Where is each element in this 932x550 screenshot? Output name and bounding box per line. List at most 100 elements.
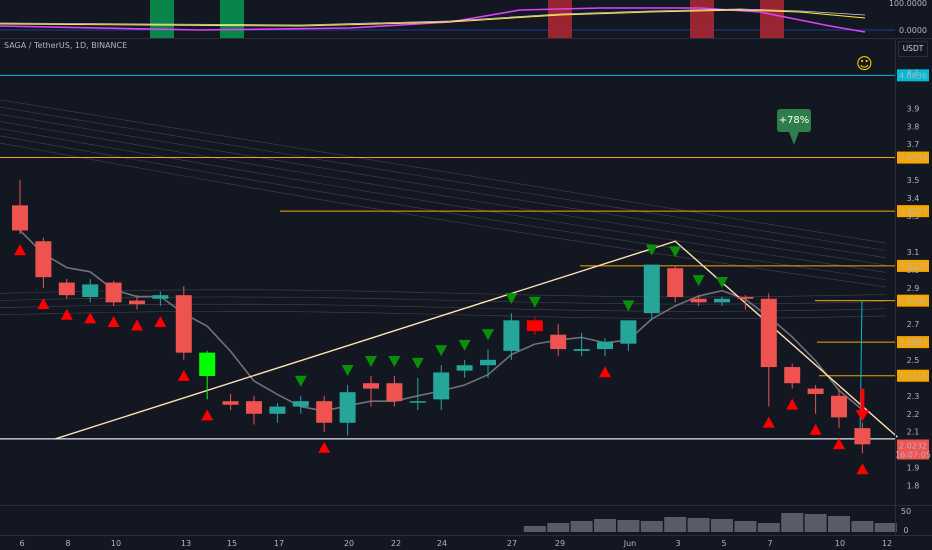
y-tick-label: 2.5 bbox=[907, 356, 920, 365]
signal-triangle-down bbox=[622, 300, 635, 312]
price-level-label: 2.4116 bbox=[899, 372, 927, 381]
y-tick-label: 2.1 bbox=[907, 428, 920, 437]
signal-triangle-up bbox=[762, 416, 775, 428]
signal-triangle-up bbox=[786, 398, 799, 410]
signal-triangle-up bbox=[84, 312, 97, 324]
y-tick-label: 2.3 bbox=[907, 392, 920, 401]
price-level-tag bbox=[897, 259, 929, 272]
price-level-label: 3.0229 bbox=[899, 262, 927, 271]
signal-triangle-up bbox=[14, 244, 26, 256]
x-tick-label: 20 bbox=[344, 539, 354, 548]
candle-body bbox=[620, 320, 637, 344]
candle bbox=[82, 279, 99, 303]
candle-body bbox=[760, 298, 777, 368]
candle bbox=[386, 376, 403, 407]
ma-line bbox=[0, 99, 886, 244]
ma-line bbox=[0, 121, 886, 266]
candle-body bbox=[831, 395, 847, 418]
candle bbox=[807, 385, 824, 414]
candle-body bbox=[152, 295, 169, 299]
candle-body bbox=[480, 359, 496, 366]
candle-body bbox=[222, 401, 239, 405]
volume-bar bbox=[594, 519, 616, 532]
signal-triangle-up bbox=[37, 297, 50, 309]
ma-line bbox=[0, 128, 886, 273]
candle bbox=[737, 295, 754, 310]
candle bbox=[714, 296, 730, 306]
candle bbox=[175, 286, 192, 360]
price-level-tag bbox=[897, 151, 929, 164]
volume-bar bbox=[523, 526, 546, 532]
candle bbox=[480, 349, 496, 378]
signal-triangle-up bbox=[809, 423, 822, 435]
signal-triangle-up bbox=[107, 315, 120, 327]
y-tick-label: 3.4 bbox=[907, 194, 920, 203]
price-level-tag bbox=[897, 294, 929, 307]
x-tick-label: 10 bbox=[111, 539, 121, 548]
ma-line bbox=[0, 135, 886, 280]
oscillator-panel bbox=[0, 0, 895, 38]
candle bbox=[456, 359, 473, 378]
volume-bar bbox=[781, 513, 804, 532]
candle bbox=[831, 388, 847, 429]
candle-body bbox=[175, 295, 192, 353]
price-level-label: 2.5987 bbox=[899, 338, 927, 347]
osc-tick-label: 100.0000 bbox=[889, 0, 927, 8]
candle bbox=[129, 295, 145, 310]
signal-triangle-down bbox=[692, 275, 705, 287]
candle-body bbox=[409, 401, 426, 403]
y-tick-label: 2.7 bbox=[907, 320, 920, 329]
volume-bar bbox=[617, 520, 640, 532]
price-level-label: 4.0836 bbox=[899, 71, 927, 80]
y-tick-label: 3.5 bbox=[907, 176, 920, 185]
candle-body bbox=[269, 406, 286, 414]
candle bbox=[292, 395, 309, 414]
symbol-title: SAGA / TetherUS, 1D, BINANCE bbox=[4, 41, 128, 50]
y-tick-label: 2.2 bbox=[907, 410, 920, 419]
candle bbox=[199, 350, 216, 400]
y-tick-label: 1.9 bbox=[907, 464, 920, 473]
price-level-tag bbox=[897, 69, 929, 82]
signal-triangle-down bbox=[458, 339, 471, 351]
percent-gain-badge: +78% bbox=[777, 109, 811, 145]
volume-bar bbox=[828, 516, 850, 532]
ma-line bbox=[0, 113, 886, 258]
signal-triangle-up bbox=[833, 438, 845, 450]
ma-line bbox=[0, 303, 886, 312]
x-tick-label: 5 bbox=[721, 539, 726, 548]
candle-body bbox=[386, 383, 403, 402]
signal-triangle-down bbox=[365, 356, 377, 368]
sell-arrow bbox=[855, 388, 870, 421]
candle bbox=[269, 402, 286, 423]
y-tick-label: 3.0 bbox=[907, 266, 920, 275]
candle-body bbox=[246, 401, 262, 414]
oscillator-zone bbox=[150, 0, 174, 38]
ma-line bbox=[0, 142, 886, 288]
candle bbox=[35, 237, 52, 288]
candle-body bbox=[690, 298, 707, 303]
osc-tick-label: 0.0000 bbox=[899, 26, 927, 35]
candle bbox=[550, 323, 567, 357]
volume-bar bbox=[804, 514, 827, 532]
x-tick-label: 17 bbox=[274, 539, 284, 548]
y-tick-label: 3.1 bbox=[907, 248, 920, 257]
candle bbox=[760, 293, 777, 407]
candle bbox=[690, 295, 707, 306]
candle bbox=[58, 279, 75, 299]
x-tick-label: 8 bbox=[65, 539, 70, 548]
candle-body bbox=[550, 334, 567, 350]
candle-body bbox=[433, 372, 450, 400]
candle bbox=[363, 376, 379, 407]
x-tick-label: 22 bbox=[391, 539, 401, 548]
oscillator-background bbox=[0, 0, 895, 38]
ma-line bbox=[0, 296, 886, 305]
signal-triangle-up bbox=[201, 409, 214, 421]
candle bbox=[339, 385, 356, 436]
candle bbox=[573, 332, 590, 357]
x-tick-label: 15 bbox=[227, 539, 237, 548]
x-tick-label: 3 bbox=[675, 539, 680, 548]
signal-triangle-down bbox=[528, 296, 541, 308]
currency-button[interactable]: USDT bbox=[898, 41, 928, 57]
signal-line-2 bbox=[0, 8, 866, 26]
